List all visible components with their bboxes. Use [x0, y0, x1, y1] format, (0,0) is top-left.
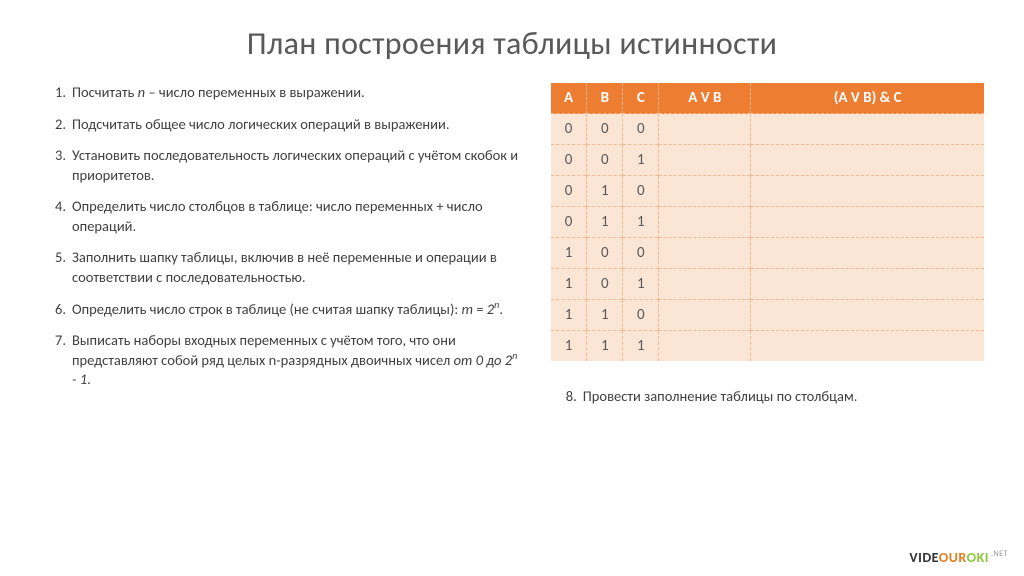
table-cell: [751, 114, 984, 145]
table-cell: [751, 238, 984, 269]
table-cell: 1: [551, 238, 587, 269]
table-cell: [751, 300, 984, 331]
table-header-cell: B: [587, 83, 623, 114]
watermark-part1: VIDE: [909, 549, 938, 566]
table-cell: [659, 331, 751, 362]
table-cell: 1: [551, 300, 587, 331]
table-row: 011: [551, 207, 984, 238]
table-cell: 1: [587, 331, 623, 362]
table-cell: [659, 300, 751, 331]
left-column: Посчитать n – число переменных в выражен…: [40, 83, 519, 407]
table-cell: 0: [587, 145, 623, 176]
table-cell: [659, 114, 751, 145]
table-cell: 0: [551, 207, 587, 238]
step-8-text: Провести заполнение таблицы по столбцам.: [583, 387, 858, 405]
table-cell: 0: [551, 145, 587, 176]
step-item-6: Определить число строк в таблице (не счи…: [40, 300, 519, 320]
watermark-part2: OUR: [939, 549, 967, 566]
table-body: 000001010011100101110111: [551, 114, 984, 362]
table-row: 001: [551, 145, 984, 176]
table-cell: 1: [551, 331, 587, 362]
watermark-part3: OKI: [967, 549, 989, 566]
table-row: 000: [551, 114, 984, 145]
table-cell: [751, 145, 984, 176]
step-8: 8. Провести заполнение таблицы по столбц…: [551, 387, 984, 407]
table-row: 111: [551, 331, 984, 362]
steps-list: Посчитать n – число переменных в выражен…: [40, 83, 519, 390]
table-cell: 0: [587, 114, 623, 145]
table-cell: [659, 238, 751, 269]
table-cell: [659, 207, 751, 238]
table-cell: 0: [551, 176, 587, 207]
step-item-1: Посчитать n – число переменных в выражен…: [40, 83, 519, 103]
step-item-2: Подсчитать общее число логических операц…: [40, 115, 519, 135]
table-cell: 1: [623, 331, 659, 362]
table-cell: 0: [587, 238, 623, 269]
table-cell: [659, 269, 751, 300]
table-cell: [659, 176, 751, 207]
table-cell: 0: [623, 300, 659, 331]
step-item-5: Заполнить шапку таблицы, включив в неё п…: [40, 248, 519, 287]
step-item-3: Установить последовательность логических…: [40, 146, 519, 185]
table-cell: 1: [587, 176, 623, 207]
page-title: План построения таблицы истинности: [40, 24, 984, 63]
step-item-4: Определить число столбцов в таблице: чис…: [40, 197, 519, 236]
table-cell: 0: [587, 269, 623, 300]
table-row: 100: [551, 238, 984, 269]
table-row: 010: [551, 176, 984, 207]
table-cell: 1: [623, 269, 659, 300]
table-cell: [751, 331, 984, 362]
table-cell: 0: [623, 114, 659, 145]
table-cell: 1: [551, 269, 587, 300]
step-8-number: 8.: [551, 387, 577, 407]
watermark-suffix: .NET: [991, 549, 1008, 559]
table-cell: 0: [623, 238, 659, 269]
table-cell: 1: [587, 300, 623, 331]
table-header-cell: A: [551, 83, 587, 114]
truth-table: ABCA V B(A V B) & C 00000101001110010111…: [551, 83, 984, 361]
step-item-7: Выписать наборы входных переменных с учё…: [40, 331, 519, 390]
table-cell: [751, 176, 984, 207]
table-header-row: ABCA V B(A V B) & C: [551, 83, 984, 114]
table-cell: 1: [623, 207, 659, 238]
table-header-cell: (A V B) & C: [751, 83, 984, 114]
table-row: 101: [551, 269, 984, 300]
table-row: 110: [551, 300, 984, 331]
table-cell: 1: [623, 145, 659, 176]
table-header-cell: C: [623, 83, 659, 114]
table-cell: [751, 207, 984, 238]
table-cell: [751, 269, 984, 300]
table-cell: 1: [587, 207, 623, 238]
table-cell: 0: [623, 176, 659, 207]
content-row: Посчитать n – число переменных в выражен…: [40, 83, 984, 407]
table-header-cell: A V B: [659, 83, 751, 114]
right-column: ABCA V B(A V B) & C 00000101001110010111…: [551, 83, 984, 407]
slide: План построения таблицы истинности Посчи…: [0, 0, 1024, 576]
watermark-logo: VIDEOUROKI.NET: [909, 549, 1008, 566]
table-cell: [659, 145, 751, 176]
table-cell: 0: [551, 114, 587, 145]
